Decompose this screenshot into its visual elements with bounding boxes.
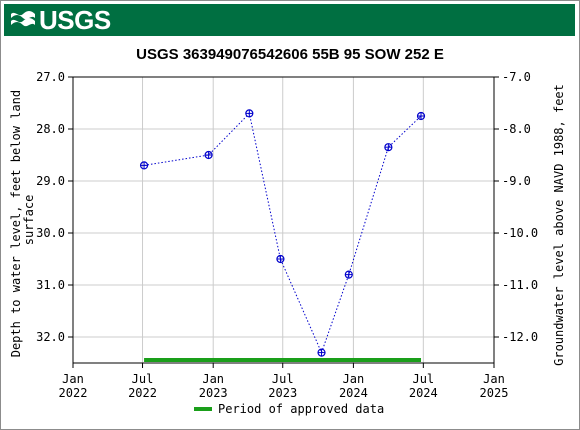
data-point <box>139 161 149 170</box>
x-axis-ticks: Jan2022Jul2022Jan2023Jul2023Jan2024Jul20… <box>59 363 509 400</box>
x-tick-label-month: Jan <box>483 372 505 386</box>
data-point <box>416 111 426 121</box>
y-right-tick-label: -11.0 <box>502 278 538 292</box>
legend: Period of approved data <box>194 402 384 416</box>
y-right-tick-label: -8.0 <box>502 122 531 136</box>
y-right-tick-label: -12.0 <box>502 330 538 344</box>
x-tick-label-month: Jul <box>132 372 154 386</box>
data-point <box>344 270 353 279</box>
y-left-tick-label: 28.0 <box>36 122 65 136</box>
y-left-tick-label: 27.0 <box>36 70 65 84</box>
y-axis-left-label: Depth to water level, feet below land su… <box>9 83 36 358</box>
data-point <box>276 254 285 264</box>
x-tick-label-month: Jan <box>62 372 84 386</box>
data-point <box>245 109 254 118</box>
data-point <box>204 150 213 160</box>
usgs-banner: USGS <box>4 4 575 36</box>
y-left-tick-label: 31.0 <box>36 278 65 292</box>
usgs-logo-text: USGS <box>39 5 111 35</box>
x-tick-label-year: 2024 <box>339 386 368 400</box>
series-line <box>143 112 422 354</box>
legend-label: Period of approved data <box>218 402 384 416</box>
x-tick-label-year: 2025 <box>480 386 509 400</box>
y-axis-left-label-line2: surface <box>22 195 36 246</box>
x-tick-label-year: 2024 <box>409 386 438 400</box>
approved-period-bar <box>144 358 422 362</box>
y-axis-left-label-line1: Depth to water level, feet below land <box>9 90 23 357</box>
x-tick-label-year: 2023 <box>199 386 228 400</box>
right-axis-ticks: -7.0 -8.0 -9.0 -10.0 -11.0 -12.0 <box>494 70 538 344</box>
x-tick-label-month: Jul <box>412 372 434 386</box>
left-axis-ticks: 27.0 28.0 29.0 30.0 31.0 32.0 <box>36 70 73 344</box>
y-axis-right-label: Groundwater level above NAVD 1988, feet <box>552 84 566 366</box>
usgs-wave-icon <box>11 11 35 27</box>
data-point <box>384 143 393 152</box>
y-left-tick-label: 32.0 <box>36 330 65 344</box>
plot-area <box>72 76 495 364</box>
usgs-logo: USGS <box>10 4 111 36</box>
x-tick-label-month: Jan <box>343 372 365 386</box>
y-left-tick-label: 29.0 <box>36 174 65 188</box>
x-tick-label-year: 2023 <box>268 386 297 400</box>
chart-title: USGS 363949076542606 55B 95 SOW 252 E <box>136 46 444 63</box>
y-left-tick-label: 30.0 <box>36 226 65 240</box>
y-right-tick-label: -9.0 <box>502 174 531 188</box>
legend-swatch <box>194 407 212 411</box>
y-right-tick-label: -7.0 <box>502 70 531 84</box>
x-tick-label-month: Jul <box>272 372 294 386</box>
x-tick-label-year: 2022 <box>128 386 157 400</box>
x-tick-label-year: 2022 <box>59 386 88 400</box>
grid-lines <box>73 77 494 363</box>
data-points <box>139 109 426 357</box>
approved-period-band <box>144 358 422 362</box>
x-tick-label-month: Jan <box>202 372 224 386</box>
data-point <box>317 348 326 357</box>
y-right-tick-label: -10.0 <box>502 226 538 240</box>
series-polyline <box>143 112 422 354</box>
